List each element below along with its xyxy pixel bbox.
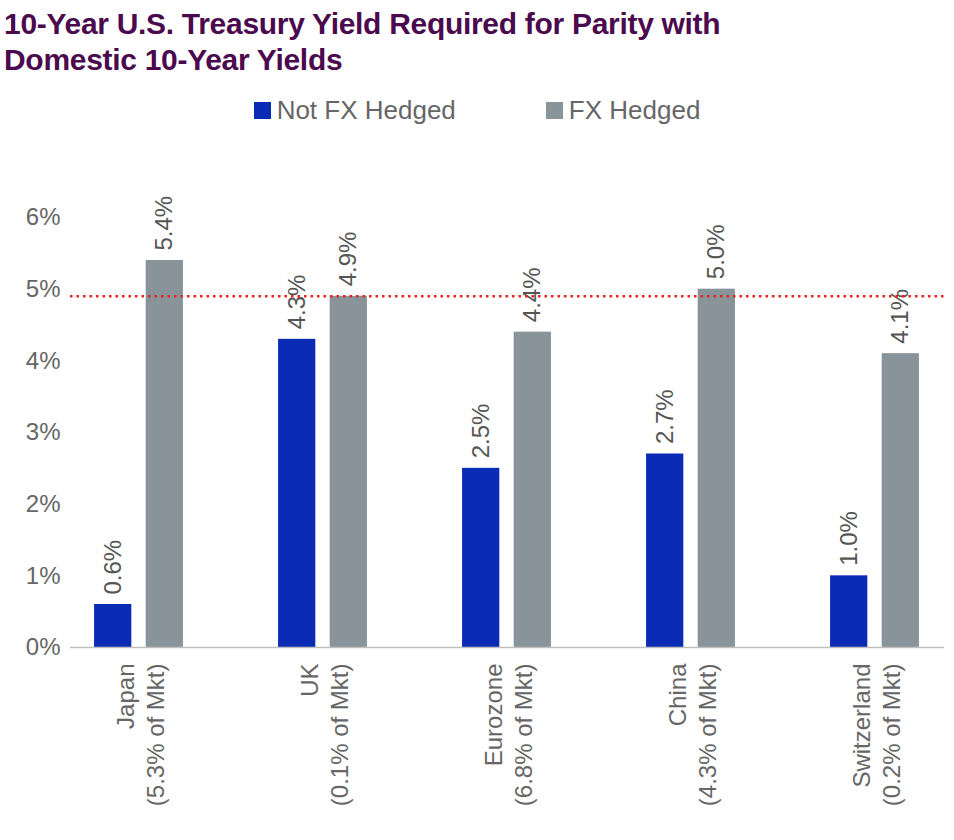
html-text:10-Year U.S. Treasury Yield Re: 10-Year U.S. Treasury Yield Required for… xyxy=(4,7,721,76)
svg-text:China(4.3% of Mkt): China(4.3% of Mkt) xyxy=(664,663,721,806)
svg-text:Eurozone(6.8% of Mkt): Eurozone(6.8% of Mkt) xyxy=(480,664,537,807)
svg-text:5.4%: 5.4% xyxy=(150,196,177,251)
svg-text:UK(0.1% of Mkt): UK(0.1% of Mkt) xyxy=(296,664,353,807)
svg-text:5%: 5% xyxy=(26,275,61,302)
svg-text:1.0%: 1.0% xyxy=(835,511,862,566)
svg-text:3%: 3% xyxy=(26,418,61,445)
html-text:FX Hedged: FX Hedged xyxy=(568,95,701,125)
svg-text:6%: 6% xyxy=(26,203,61,230)
svg-text:4%: 4% xyxy=(26,347,61,374)
svg-text:2.5%: 2.5% xyxy=(467,404,494,459)
svg-text:Japan(5.3% of Mkt): Japan(5.3% of Mkt) xyxy=(112,664,169,807)
svg-text:4.4%: 4.4% xyxy=(518,267,545,322)
svg-text:5.0%: 5.0% xyxy=(702,224,729,279)
svg-text:2.7%: 2.7% xyxy=(651,389,678,444)
svg-text:2%: 2% xyxy=(26,490,61,517)
svg-text:4.9%: 4.9% xyxy=(334,232,361,287)
svg-text:0%: 0% xyxy=(26,633,61,660)
svg-text:4.3%: 4.3% xyxy=(283,275,310,330)
svg-text:Switzerland(0.2% of Mkt): Switzerland(0.2% of Mkt) xyxy=(848,664,905,807)
html-text:Not FX Hedged: Not FX Hedged xyxy=(276,95,456,125)
svg-text:1%: 1% xyxy=(26,562,61,589)
svg-text:4.1%: 4.1% xyxy=(886,289,914,344)
svg-text:0.6%: 0.6% xyxy=(99,540,126,595)
